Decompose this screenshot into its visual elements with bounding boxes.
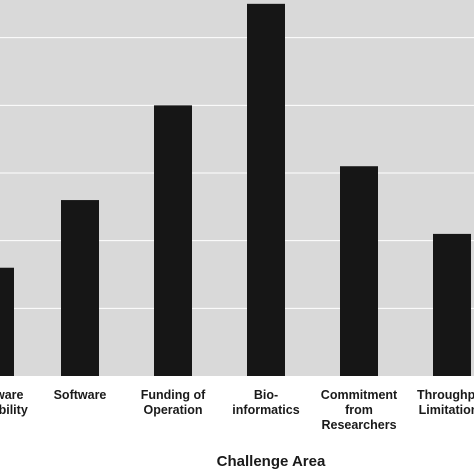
x-tick-label-line: Limitations xyxy=(419,403,474,417)
x-axis-title: Challenge Area xyxy=(217,453,326,470)
bar xyxy=(61,200,99,376)
x-tick-label-line: Throughput xyxy=(417,388,474,402)
x-tick-label-line: Hardware xyxy=(0,388,24,402)
x-tick-label: Commitment from Researchers xyxy=(321,388,398,432)
bar xyxy=(0,267,14,376)
x-tick-labels: HardwareAvailability Software Funding ofOp… xyxy=(0,388,474,432)
x-tick-label-line: Commitment xyxy=(321,388,398,402)
bar xyxy=(247,3,285,376)
bar xyxy=(340,166,378,376)
x-tick-label-line: informatics xyxy=(232,403,299,417)
x-tick-label-line: from xyxy=(345,403,373,417)
x-tick-label-line: Availability xyxy=(0,403,28,417)
bar xyxy=(154,105,192,376)
x-tick-label: Bio-informatics xyxy=(232,388,299,417)
x-tick-label: ThroughputLimitations xyxy=(417,388,474,417)
x-tick-label: Funding of Operation xyxy=(141,388,206,417)
x-tick-label: Software xyxy=(54,388,107,402)
x-tick-label: HardwareAvailability xyxy=(0,388,28,417)
x-tick-label-line: Funding of xyxy=(141,388,206,402)
bars xyxy=(0,3,471,376)
x-tick-label-line: Bio- xyxy=(254,388,278,402)
x-tick-label-line: Operation xyxy=(143,403,202,417)
x-tick-label-line: Software xyxy=(54,388,107,402)
x-tick-label-line: Researchers xyxy=(321,418,396,432)
bar xyxy=(433,233,471,376)
